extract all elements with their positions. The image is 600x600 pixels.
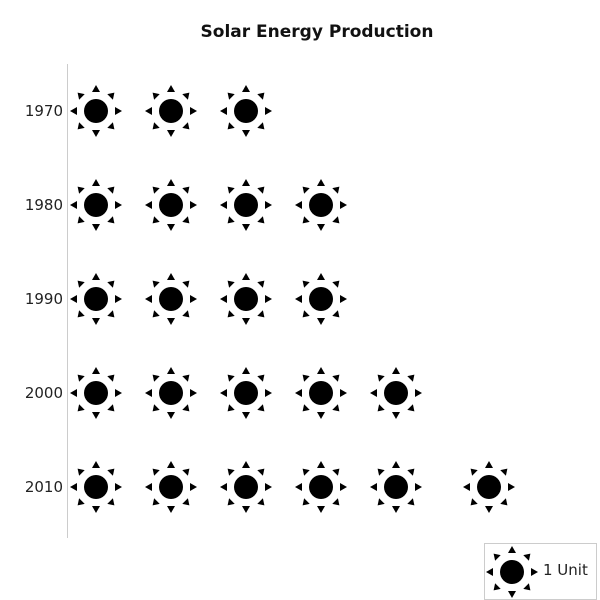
sun-icon (70, 85, 122, 137)
category-label-2010: 2010 (25, 478, 63, 496)
pictograph-row-2010: 2010 (25, 461, 515, 513)
sun-icon (463, 461, 515, 513)
sun-icon (370, 461, 422, 513)
pictograph-row-1980: 1980 (25, 179, 347, 231)
chart-title: Solar Energy Production (201, 22, 434, 42)
sun-icon (145, 273, 197, 325)
sun-icon (70, 367, 122, 419)
pictograph-row-1990: 1990 (25, 273, 347, 325)
sun-icon (295, 367, 347, 419)
category-label-2000: 2000 (25, 384, 63, 402)
sun-icon (370, 367, 422, 419)
category-label-1970: 1970 (25, 102, 63, 120)
category-label-1980: 1980 (25, 196, 63, 214)
pictograph-rows: 1970 1980 1990 2000 2010 (25, 85, 515, 513)
pictograph-row-1970: 1970 (25, 85, 272, 137)
category-label-1990: 1990 (25, 290, 63, 308)
sun-icon (220, 461, 272, 513)
sun-icon (145, 85, 197, 137)
legend-label: 1 Unit (543, 561, 588, 579)
sun-icon (70, 179, 122, 231)
sun-icon (220, 273, 272, 325)
sun-icon (145, 179, 197, 231)
sun-icon (145, 461, 197, 513)
sun-icon (295, 461, 347, 513)
legend: 1 Unit (484, 543, 597, 600)
sun-icon (220, 85, 272, 137)
sun-icon (295, 179, 347, 231)
pictograph-row-2000: 2000 (25, 367, 422, 419)
sun-icon (70, 461, 122, 513)
sun-icon (70, 273, 122, 325)
sun-icon (220, 179, 272, 231)
sun-icon (145, 367, 197, 419)
sun-icon (220, 367, 272, 419)
sun-icon (295, 273, 347, 325)
